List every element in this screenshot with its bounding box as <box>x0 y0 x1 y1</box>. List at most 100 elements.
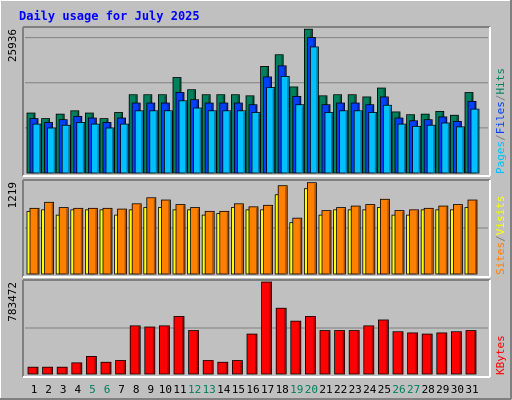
bar-sites-20 <box>306 182 317 275</box>
bar-sites-7 <box>117 208 127 275</box>
bar-kbytes-4 <box>71 362 83 375</box>
bar-shade <box>269 283 272 374</box>
bar-sites-18 <box>277 185 288 275</box>
legend-word: Hits <box>494 68 507 95</box>
bar-shade <box>298 322 301 374</box>
day-labels: 1 2 3 4 5 6 7 8 9 10 11 12 13 14 15 16 17 18 19 20 21 22 23 24 2… <box>31 383 479 396</box>
bar-pages-23 <box>353 110 363 174</box>
chart-panels: 25936Pages/Files/Hits1219Sites/Visits783… <box>6 26 507 378</box>
bar-shade <box>444 333 447 374</box>
bar-shade <box>329 211 331 274</box>
bar-shade <box>153 198 156 274</box>
panel-legend: Sites/Visits <box>494 196 507 276</box>
bar-shade <box>182 317 184 374</box>
day-label-3: 3 <box>60 383 67 396</box>
day-label-30: 30 <box>451 383 464 396</box>
bar-shade <box>402 211 404 274</box>
bar-kbytes-5 <box>86 355 97 375</box>
day-label-15: 15 <box>232 383 245 396</box>
bar-shade <box>79 363 82 374</box>
legend-word: / <box>494 235 507 242</box>
bar-sites-11 <box>175 204 186 275</box>
y-max-label: 25936 <box>6 29 19 62</box>
bar-shade <box>95 209 97 274</box>
bar-shade <box>155 111 158 173</box>
bar-sites-9 <box>146 197 157 275</box>
bar-shade <box>287 77 289 173</box>
bar-shade <box>141 111 143 173</box>
bar-shade <box>343 208 346 274</box>
day-label-14: 14 <box>217 383 231 396</box>
bar-shade <box>360 111 362 173</box>
day-label-23: 23 <box>349 383 362 396</box>
bar-pages-20 <box>309 46 319 174</box>
bar-shade <box>345 111 348 173</box>
bar-shade <box>475 201 477 274</box>
bar-shade <box>124 210 127 274</box>
bar-shade <box>39 125 41 173</box>
bar-sites-12 <box>190 207 201 275</box>
bar-kbytes-2 <box>42 366 53 375</box>
bar-sites-3 <box>58 207 69 275</box>
bar-pages-1 <box>32 123 42 174</box>
bar-shade <box>314 183 316 274</box>
bar-kbytes-8 <box>129 325 141 375</box>
day-label-2: 2 <box>45 383 52 396</box>
bar-shade <box>225 363 228 374</box>
day-label-12: 12 <box>188 383 201 396</box>
bar-shade <box>138 326 140 374</box>
bar-shade <box>331 113 333 173</box>
bar-shade <box>460 205 462 274</box>
bar-shade <box>123 361 126 374</box>
day-label-13: 13 <box>203 383 216 396</box>
bar-sites-13 <box>204 210 215 275</box>
bar-kbytes-7 <box>115 360 126 375</box>
bar-pages-15 <box>236 110 246 174</box>
bar-pages-29 <box>441 122 451 174</box>
bar-shade <box>53 129 56 173</box>
bar-shade <box>65 368 67 374</box>
bar-pages-22 <box>339 110 349 174</box>
bar-shade <box>168 201 170 274</box>
bar-shade <box>284 309 286 374</box>
bar-shade <box>272 88 275 173</box>
bar-sites-30 <box>452 204 463 275</box>
bar-sites-28 <box>423 207 434 275</box>
bar-shade <box>256 207 258 274</box>
y-max-label: 1219 <box>6 182 19 209</box>
bar-shade <box>386 320 388 374</box>
bar-shade <box>389 106 391 173</box>
bar-shade <box>415 333 418 374</box>
bar-kbytes-18 <box>275 307 287 375</box>
bar-sites-22 <box>336 207 347 275</box>
bar-shade <box>226 212 229 274</box>
bar-shade <box>126 125 129 173</box>
bar-shade <box>196 331 199 374</box>
bar-sites-29 <box>438 205 449 275</box>
bar-shade <box>243 111 245 173</box>
bar-pages-4 <box>76 122 86 174</box>
bar-shade <box>258 113 260 173</box>
bar-shade <box>36 368 38 374</box>
day-label-17: 17 <box>261 383 274 396</box>
bar-kbytes-24 <box>363 325 375 375</box>
bar-sites-25 <box>379 198 390 275</box>
bar-kbytes-1 <box>27 366 39 375</box>
legend-word: Pages <box>494 141 507 174</box>
bar-kbytes-22 <box>334 330 346 375</box>
bar-kbytes-28 <box>421 333 433 375</box>
bar-shade <box>228 111 231 173</box>
bar-shade <box>474 331 476 374</box>
bar-shade <box>139 204 141 274</box>
bar-sites-4 <box>73 207 84 275</box>
bar-pages-28 <box>426 124 436 174</box>
bar-pages-9 <box>149 110 159 174</box>
day-label-19: 19 <box>290 383 303 396</box>
day-label-18: 18 <box>276 383 289 396</box>
bar-pages-3 <box>61 124 71 174</box>
bar-shade <box>109 363 111 374</box>
bar-shade <box>447 124 450 173</box>
bar-shade <box>445 207 448 274</box>
